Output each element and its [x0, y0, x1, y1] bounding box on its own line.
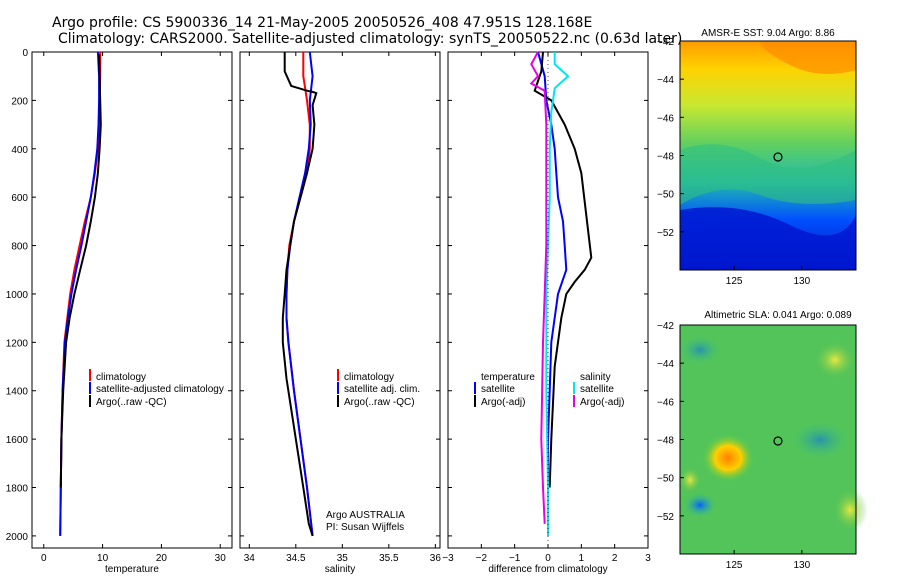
- sst-warm-water: [760, 41, 856, 74]
- sla-map-xtick-label: 125: [726, 560, 743, 571]
- depth-tick-label: 0: [22, 48, 28, 59]
- header-line-2: Climatology: CARS2000. Satellite-adjuste…: [58, 31, 682, 47]
- sst-map-ytick-label: −42: [657, 37, 674, 48]
- sla-map-ytick-label: −42: [657, 321, 674, 332]
- salinity-axes: [239, 51, 441, 549]
- legend-header-salinity: salinity: [580, 372, 611, 383]
- legend-label-argo: Argo(..raw -QC): [344, 397, 415, 408]
- legend-label-satellite: satellite-adjusted climatology: [96, 384, 224, 395]
- legend-label-climatology: climatology: [96, 372, 146, 383]
- temperature-xtick-label: 20: [156, 553, 168, 564]
- salinity-series-argo-raw-qc-: [281, 52, 318, 537]
- temperature-xtick-label: 0: [41, 553, 47, 564]
- difference-xlabel: difference from climatology: [488, 564, 607, 575]
- legend-label-argo: Argo(..raw -QC): [96, 397, 167, 408]
- salinity-xtick-label: 35: [337, 553, 349, 564]
- sst-map-ytick-label: −48: [657, 152, 674, 163]
- sla-map-ytick-label: −48: [657, 436, 674, 447]
- sst-map-ytick-label: −52: [657, 228, 674, 239]
- sst-map-title: AMSR-E SST: 9.04 Argo: 8.86: [701, 28, 835, 39]
- legend-label-temp-argo: Argo(-adj): [481, 397, 525, 408]
- depth-tick-label: 2000: [6, 532, 29, 543]
- sla-map-ticks: 125 130 −42 −44 −46 −48 −50 −52: [657, 321, 811, 571]
- sst-map-ytick-label: −50: [657, 190, 674, 201]
- sla-positive-anomaly: [702, 434, 754, 482]
- temperature-axes: [31, 51, 233, 549]
- temperature-xlabel: temperature: [105, 564, 159, 575]
- difference-series-argo-adj--salinity: [529, 51, 548, 524]
- salinity-xtick-label: 36: [430, 553, 442, 564]
- legend-label-sal-argo: Argo(-adj): [580, 397, 624, 408]
- difference-xtick-label: −1: [509, 553, 521, 564]
- legend-label-satellite: satellite adj. clim.: [344, 384, 420, 395]
- argo-location-marker: [773, 152, 783, 162]
- sla-map-xtick-label: 130: [794, 560, 811, 571]
- legend-header-temperature: temperature: [481, 372, 535, 383]
- difference-xtick-label: −3: [442, 553, 454, 564]
- sla-map-ytick-label: −50: [657, 474, 674, 485]
- depth-tick-label: 1400: [6, 387, 29, 398]
- sla-positive-anomaly: [832, 488, 868, 532]
- legend-label-temp-satellite: satellite: [481, 384, 515, 395]
- sla-negative-anomaly: [792, 422, 848, 458]
- salinity-xtick-label: 34: [244, 553, 256, 564]
- difference-xtick-label: 0: [545, 553, 551, 564]
- sla-negative-anomaly: [680, 336, 720, 364]
- salinity-legend: climatology satellite adj. clim. Argo(..…: [326, 369, 420, 533]
- depth-tick-label: 1000: [6, 290, 29, 301]
- difference-plot: −3 −2 −1 0 1 2 3: [442, 51, 651, 564]
- credit-line-1: Argo AUSTRALIA: [326, 510, 405, 521]
- legend-label-sal-satellite: satellite: [580, 384, 614, 395]
- sla-positive-anomaly: [813, 340, 857, 380]
- sla-map-ytick-label: −44: [657, 359, 674, 370]
- depth-tick-label: 200: [11, 96, 28, 107]
- salinity-xtick-label: 35.5: [379, 553, 399, 564]
- sla-map: [678, 324, 868, 555]
- temperature-xtick-label: 30: [215, 553, 227, 564]
- temperature-series-satellite-adjusted-climatology: [59, 51, 101, 536]
- sst-front-band: [680, 144, 856, 205]
- depth-tick-label: 1800: [6, 484, 29, 495]
- difference-xtick-label: 1: [579, 553, 585, 564]
- sst-map-xtick-label: 125: [726, 276, 743, 287]
- sst-map-xtick-label: 130: [794, 276, 811, 287]
- sst-map-ytick-label: −44: [657, 75, 674, 86]
- credit-line-2: PI: Susan Wijffels: [326, 522, 404, 533]
- sla-map-ytick-label: −46: [657, 397, 674, 408]
- salinity-xlabel: salinity: [325, 564, 356, 575]
- sla-positive-anomaly: [678, 466, 702, 494]
- temperature-plot: 0 10 20 30 0 200 400 600 800 1000 1200 1400 1600 1800…: [6, 48, 232, 564]
- sst-map-ticks: 125 130 −42 −44 −46 −48 −50 −52: [657, 37, 811, 287]
- sst-cold-water: [680, 207, 856, 270]
- temperature-series-climatology: [59, 52, 102, 536]
- salinity-xtick-label: 34.5: [286, 553, 306, 564]
- sst-map: [679, 40, 857, 271]
- header-line-1: Argo profile: CS 5900336_14 21-May-2005 …: [52, 15, 592, 31]
- sla-map-title: Altimetric SLA: 0.041 Argo: 0.089: [704, 310, 852, 321]
- depth-tick-label: 1600: [6, 435, 29, 446]
- depth-tick-label: 600: [11, 193, 28, 204]
- difference-xtick-label: 2: [612, 553, 618, 564]
- depth-tick-label: 400: [11, 145, 28, 156]
- sst-map-ytick-label: −46: [657, 113, 674, 124]
- difference-xtick-label: 3: [645, 553, 651, 564]
- difference-legend: temperature satellite Argo(-adj) salinit…: [474, 372, 624, 408]
- legend-label-climatology: climatology: [344, 372, 394, 383]
- argo-location-marker: [773, 436, 783, 446]
- salinity-plot: 34 34.5 35 35.5 36: [240, 51, 442, 564]
- temperature-xtick-label: 10: [97, 553, 109, 564]
- sla-map-ytick-label: −52: [657, 512, 674, 523]
- temperature-series-argo-raw-qc-: [59, 54, 102, 488]
- difference-series-satellite-salinity: [545, 52, 570, 536]
- sla-negative-anomaly: [684, 493, 716, 517]
- difference-xtick-label: −2: [476, 553, 488, 564]
- difference-series-argo-adj--temperature: [533, 51, 593, 488]
- temperature-legend: climatology satellite-adjusted climatolo…: [89, 369, 224, 408]
- depth-tick-label: 1200: [6, 338, 29, 349]
- depth-tick-label: 800: [11, 242, 28, 253]
